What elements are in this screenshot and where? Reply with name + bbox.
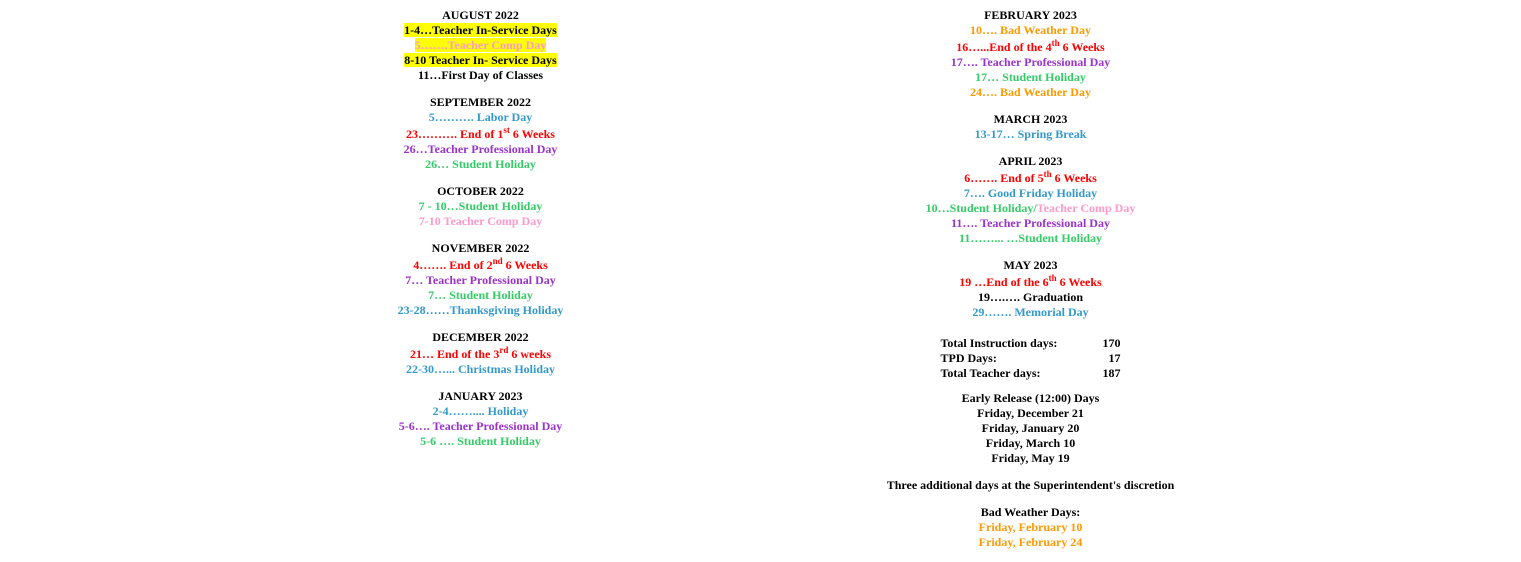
text-part: 6 Weeks: [1057, 275, 1102, 289]
month-title: MARCH 2023: [861, 112, 1201, 127]
month-march: MARCH 2023 13-17… Spring Break: [861, 112, 1201, 142]
entry: 7…. Good Friday Holiday: [861, 186, 1201, 201]
entry: 7… Teacher Professional Day: [321, 273, 641, 288]
entry: 22-30…... Christmas Holiday: [321, 362, 641, 377]
entry: Friday, January 20: [861, 421, 1201, 436]
entry: 11…. Teacher Professional Day: [861, 216, 1201, 231]
totals-label: Total Instruction days:: [941, 336, 1058, 351]
entry: 4……. End of 2nd 6 Weeks: [321, 256, 641, 273]
entry: 5-6…. Teacher Professional Day: [321, 419, 641, 434]
month-september: SEPTEMBER 2022 5………. Labor Day 23………. En…: [321, 95, 641, 172]
entry: Friday, March 10: [861, 436, 1201, 451]
superintendent-note: Three additional days at the Superintend…: [861, 478, 1201, 493]
text-part: 19 …End of the 6: [959, 275, 1048, 289]
entry: 21… End of the 3rd 6 weeks: [321, 345, 641, 362]
ordinal-sup: th: [1049, 273, 1057, 283]
entry: Friday, May 19: [861, 451, 1201, 466]
entry: 13-17… Spring Break: [861, 127, 1201, 142]
entry: Friday, December 21: [861, 406, 1201, 421]
totals-row: Total Teacher days: 187: [941, 366, 1121, 381]
month-title: NOVEMBER 2022: [321, 241, 641, 256]
entry: 19 …End of the 6th 6 Weeks: [861, 273, 1201, 290]
ordinal-sup: th: [1044, 169, 1052, 179]
entry: 5………. Labor Day: [321, 110, 641, 125]
text-part: 6 weeks: [508, 347, 551, 361]
entry: 16…...End of the 4th 6 Weeks: [861, 38, 1201, 55]
entry: 5-6 …. Student Holiday: [321, 434, 641, 449]
month-title: OCTOBER 2022: [321, 184, 641, 199]
entry: 29……. Memorial Day: [861, 305, 1201, 320]
entry: 5…….Teacher Comp Day: [415, 38, 547, 52]
text-part: 6 Weeks: [1052, 171, 1097, 185]
entry: 7-10 Teacher Comp Day: [321, 214, 641, 229]
entry: 11…First Day of Classes: [321, 68, 641, 83]
month-august: AUGUST 2022 1-4…Teacher In-Service Days …: [321, 8, 641, 83]
entry: 23-28……Thanksgiving Holiday: [321, 303, 641, 318]
month-title: DECEMBER 2022: [321, 330, 641, 345]
entry: Friday, February 10: [861, 520, 1201, 535]
heading: Bad Weather Days:: [861, 505, 1201, 520]
left-column: AUGUST 2022 1-4…Teacher In-Service Days …: [321, 8, 641, 562]
entry: Friday, February 24: [861, 535, 1201, 550]
totals-label: TPD Days:: [941, 351, 997, 366]
entry: 7… Student Holiday: [321, 288, 641, 303]
entry: 17…. Teacher Professional Day: [861, 55, 1201, 70]
month-title: JANUARY 2023: [321, 389, 641, 404]
totals-block: Total Instruction days: 170 TPD Days: 17…: [941, 336, 1121, 381]
ordinal-sup: rd: [499, 345, 508, 355]
entry: 26… Student Holiday: [321, 157, 641, 172]
totals-value: 187: [1103, 366, 1121, 381]
month-april: APRIL 2023 6……. End of 5th 6 Weeks 7…. G…: [861, 154, 1201, 246]
text-part: Teacher Comp Day: [1037, 201, 1136, 215]
totals-row: Total Instruction days: 170: [941, 336, 1121, 351]
entry: 2-4…….... Holiday: [321, 404, 641, 419]
ordinal-sup: nd: [493, 256, 503, 266]
text-part: 6 Weeks: [503, 258, 548, 272]
month-title: APRIL 2023: [861, 154, 1201, 169]
text-part: 4……. End of 2: [413, 258, 492, 272]
bad-weather-block: Bad Weather Days: Friday, February 10 Fr…: [861, 505, 1201, 550]
text-part: 6 Weeks: [510, 127, 555, 141]
month-title: MAY 2023: [861, 258, 1201, 273]
entry: 8-10 Teacher In- Service Days: [404, 53, 556, 67]
entry: 19….…. Graduation: [861, 290, 1201, 305]
month-title: SEPTEMBER 2022: [321, 95, 641, 110]
ordinal-sup: th: [1052, 38, 1060, 48]
entry: 23………. End of 1st 6 Weeks: [321, 125, 641, 142]
entry: 11……... …Student Holiday: [861, 231, 1201, 246]
month-december: DECEMBER 2022 21… End of the 3rd 6 weeks…: [321, 330, 641, 377]
entry: 10…Student Holiday/Teacher Comp Day: [861, 201, 1201, 216]
totals-value: 17: [1109, 351, 1121, 366]
totals-row: TPD Days: 17: [941, 351, 1121, 366]
month-may: MAY 2023 19 …End of the 6th 6 Weeks 19….…: [861, 258, 1201, 320]
right-column: FEBRUARY 2023 10…. Bad Weather Day 16…..…: [861, 8, 1201, 562]
month-october: OCTOBER 2022 7 - 10…Student Holiday 7-10…: [321, 184, 641, 229]
text-part: 23………. End of 1: [406, 127, 503, 141]
entry: 10…. Bad Weather Day: [861, 23, 1201, 38]
text-part: 16…...End of the 4: [956, 40, 1051, 54]
month-title: FEBRUARY 2023: [861, 8, 1201, 23]
totals-value: 170: [1103, 336, 1121, 351]
entry: 6……. End of 5th 6 Weeks: [861, 169, 1201, 186]
month-february: FEBRUARY 2023 10…. Bad Weather Day 16…..…: [861, 8, 1201, 100]
month-november: NOVEMBER 2022 4……. End of 2nd 6 Weeks 7……: [321, 241, 641, 318]
calendar-document: AUGUST 2022 1-4…Teacher In-Service Days …: [0, 0, 1521, 562]
text-part: 21… End of the 3: [410, 347, 499, 361]
text-part: 6 Weeks: [1060, 40, 1105, 54]
text-part: 6……. End of 5: [964, 171, 1043, 185]
entry: 17… Student Holiday: [861, 70, 1201, 85]
month-january: JANUARY 2023 2-4…….... Holiday 5-6…. Tea…: [321, 389, 641, 449]
entry: 7 - 10…Student Holiday: [321, 199, 641, 214]
heading: Early Release (12:00) Days: [861, 391, 1201, 406]
entry: 26…Teacher Professional Day: [321, 142, 641, 157]
totals-label: Total Teacher days:: [941, 366, 1041, 381]
entry: 24…. Bad Weather Day: [861, 85, 1201, 100]
month-title: AUGUST 2022: [321, 8, 641, 23]
early-release-block: Early Release (12:00) Days Friday, Decem…: [861, 391, 1201, 466]
entry: 1-4…Teacher In-Service Days: [404, 23, 557, 37]
text-part: 10…Student Holiday/: [926, 201, 1037, 215]
